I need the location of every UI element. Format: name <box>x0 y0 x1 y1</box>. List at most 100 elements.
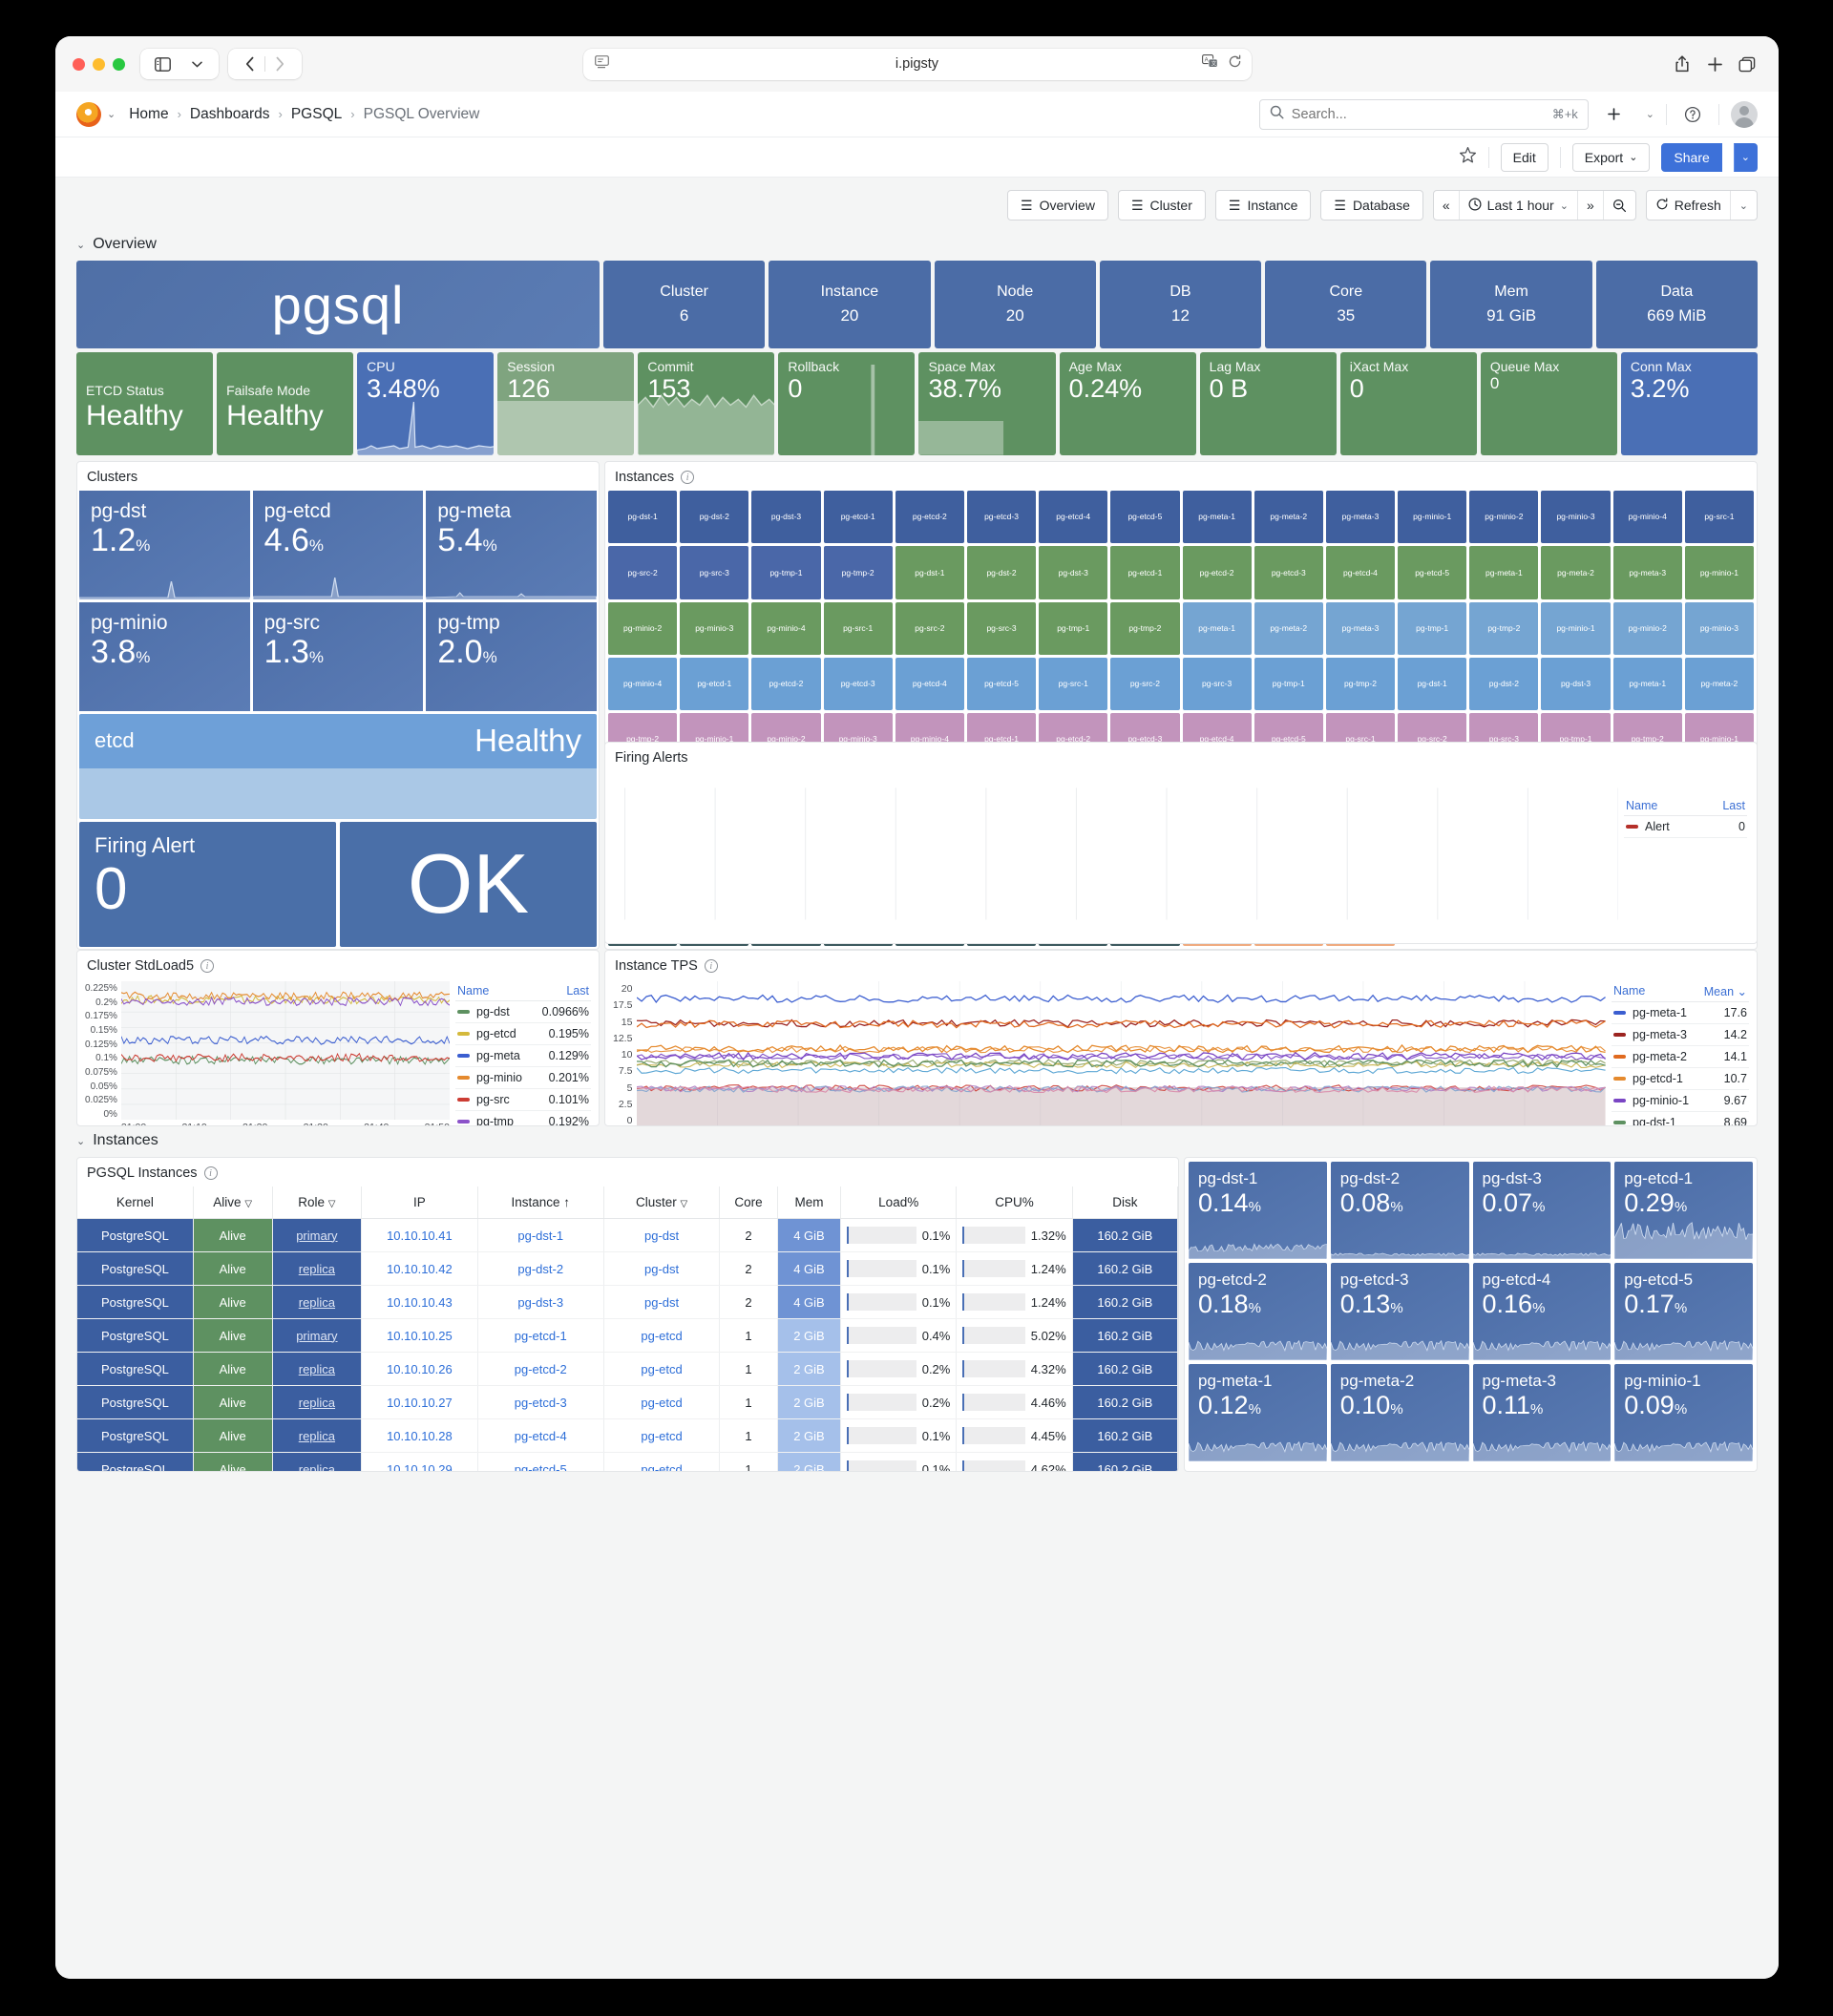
instance-card[interactable]: pg-dst-3 0.07% <box>1473 1162 1612 1259</box>
table-header-role[interactable]: Role ▽ <box>272 1186 362 1219</box>
cell-instance[interactable]: pg-etcd-4 <box>477 1419 603 1453</box>
instance-cell[interactable]: pg-meta-3 <box>1326 491 1395 543</box>
legend-row[interactable]: pg-meta 0.129% <box>455 1045 591 1067</box>
cell-role[interactable]: primary <box>272 1319 362 1353</box>
legend-header-mean[interactable]: Mean ⌄ <box>1704 984 1747 998</box>
breadcrumb-item-home[interactable]: Home <box>129 106 168 123</box>
table-row[interactable]: PostgreSQL Alive replica 10.10.10.27 pg-etcd… <box>77 1386 1178 1419</box>
maximize-window-button[interactable] <box>113 58 125 71</box>
legend-row[interactable]: pg-etcd-1 10.7 <box>1612 1068 1749 1090</box>
filter-icon[interactable]: ▽ <box>680 1199 687 1209</box>
role-link[interactable]: replica <box>299 1429 335 1443</box>
instance-cell[interactable]: pg-tmp-1 <box>1039 602 1107 655</box>
legend-row[interactable]: pg-meta-1 17.6 <box>1612 1002 1749 1024</box>
legend-row[interactable]: pg-dst 0.0966% <box>455 1001 591 1023</box>
firing-alert-tile[interactable]: Firing Alert 0 <box>79 822 336 947</box>
instance-cell[interactable]: pg-meta-1 <box>1613 658 1682 710</box>
stat-age-max[interactable]: Age Max 0.24% <box>1060 352 1196 455</box>
table-header-alive[interactable]: Alive ▽ <box>193 1186 272 1219</box>
instance-card[interactable]: pg-meta-3 0.11% <box>1473 1364 1612 1461</box>
instance-cell[interactable]: pg-minio-1 <box>1398 491 1466 543</box>
instance-cell[interactable]: pg-src-3 <box>967 602 1036 655</box>
role-link[interactable]: replica <box>299 1396 335 1410</box>
role-link[interactable]: replica <box>299 1262 335 1276</box>
legend-header-name[interactable]: Name <box>1613 984 1645 998</box>
etcd-status-tile[interactable]: etcd Healthy <box>79 714 597 819</box>
instance-cell[interactable]: pg-meta-2 <box>1254 491 1323 543</box>
help-icon[interactable] <box>1678 101 1707 128</box>
instance-cell[interactable]: pg-dst-2 <box>1469 658 1538 710</box>
chevron-down-icon[interactable] <box>182 51 211 77</box>
table-header-disk[interactable]: Disk <box>1072 1186 1177 1219</box>
instance-cell[interactable]: pg-meta-1 <box>1183 491 1252 543</box>
stat-session[interactable]: Session 126 <box>497 352 634 455</box>
zoom-out-button[interactable] <box>1604 191 1635 220</box>
legend-row[interactable]: pg-src 0.101% <box>455 1089 591 1111</box>
edit-button[interactable]: Edit <box>1501 143 1549 172</box>
nav-button-database[interactable]: ☰ Database <box>1320 190 1423 220</box>
instance-cell[interactable]: pg-dst-1 <box>1398 658 1466 710</box>
legend-row[interactable]: Alert 0 <box>1624 816 1747 838</box>
stat-rollback[interactable]: Rollback 0 <box>778 352 915 455</box>
instance-cell[interactable]: pg-meta-3 <box>1326 602 1395 655</box>
role-link[interactable]: replica <box>299 1295 335 1310</box>
instance-cell[interactable]: pg-minio-1 <box>1685 546 1754 598</box>
instance-cell[interactable]: pg-src-1 <box>1039 658 1107 710</box>
instance-cell[interactable]: pg-meta-1 <box>1469 546 1538 598</box>
table-header-kernel[interactable]: Kernel <box>77 1186 193 1219</box>
table-row[interactable]: PostgreSQL Alive replica 10.10.10.29 pg-etcd… <box>77 1453 1178 1472</box>
instance-cell[interactable]: pg-tmp-1 <box>751 546 820 598</box>
cell-ip[interactable]: 10.10.10.28 <box>362 1419 477 1453</box>
translate-icon[interactable]: A文 <box>1202 54 1218 74</box>
cell-cluster[interactable]: pg-etcd <box>603 1386 719 1419</box>
instance-cell[interactable]: pg-src-1 <box>1685 491 1754 543</box>
instance-card[interactable]: pg-etcd-4 0.16% <box>1473 1263 1612 1360</box>
info-icon[interactable]: i <box>705 959 718 973</box>
cluster-tile-pg-dst[interactable]: pg-dst 1.2% <box>79 491 250 599</box>
instance-cell[interactable]: pg-tmp-2 <box>824 546 893 598</box>
cell-instance[interactable]: pg-dst-2 <box>477 1252 603 1286</box>
instance-cell[interactable]: pg-minio-2 <box>608 602 677 655</box>
sidebar-toggle-group[interactable] <box>140 49 219 79</box>
new-tab-icon[interactable] <box>1700 51 1729 77</box>
role-link[interactable]: replica <box>299 1362 335 1376</box>
time-range-button[interactable]: Last 1 hour ⌄ <box>1460 191 1578 220</box>
search-field[interactable] <box>1292 107 1545 122</box>
stat-core[interactable]: Core 35 <box>1265 261 1426 348</box>
instance-card[interactable]: pg-etcd-5 0.17% <box>1614 1263 1753 1360</box>
stat-data[interactable]: Data 669 MiB <box>1596 261 1758 348</box>
cell-ip[interactable]: 10.10.10.41 <box>362 1219 477 1252</box>
cell-role[interactable]: replica <box>272 1453 362 1472</box>
time-range-picker[interactable]: « Last 1 hour ⌄ » <box>1433 190 1636 220</box>
cell-cluster[interactable]: pg-etcd <box>603 1319 719 1353</box>
instance-cell[interactable]: pg-src-2 <box>608 546 677 598</box>
legend-row[interactable]: pg-minio 0.201% <box>455 1067 591 1089</box>
table-header-core[interactable]: Core <box>720 1186 778 1219</box>
cell-cluster[interactable]: pg-etcd <box>603 1419 719 1453</box>
instance-cell[interactable]: pg-dst-1 <box>895 546 964 598</box>
stat-commit[interactable]: Commit 153 <box>638 352 774 455</box>
instance-cell[interactable]: pg-etcd-4 <box>895 658 964 710</box>
cell-cluster[interactable]: pg-dst <box>603 1219 719 1252</box>
instance-cell[interactable]: pg-meta-2 <box>1541 546 1610 598</box>
stat-queue-max[interactable]: Queue Max 0 <box>1481 352 1617 455</box>
cell-ip[interactable]: 10.10.10.27 <box>362 1386 477 1419</box>
window-traffic-lights[interactable] <box>73 58 125 71</box>
cell-instance[interactable]: pg-etcd-5 <box>477 1453 603 1472</box>
row-header-overview[interactable]: ⌄ Overview <box>76 230 1758 261</box>
legend-header-name[interactable]: Name <box>457 984 489 998</box>
table-header-cluster[interactable]: Cluster ▽ <box>603 1186 719 1219</box>
minimize-window-button[interactable] <box>93 58 105 71</box>
legend-row[interactable]: pg-minio-1 9.67 <box>1612 1090 1749 1112</box>
table-row[interactable]: PostgreSQL Alive replica 10.10.10.26 pg-etcd… <box>77 1353 1178 1386</box>
instance-cell[interactable]: pg-src-3 <box>1183 658 1252 710</box>
instance-cell[interactable]: pg-minio-1 <box>1541 602 1610 655</box>
cell-cluster[interactable]: pg-etcd <box>603 1353 719 1386</box>
cell-instance[interactable]: pg-dst-3 <box>477 1286 603 1319</box>
legend-row[interactable]: pg-tmp 0.192% <box>455 1111 591 1126</box>
grafana-logo-icon[interactable] <box>76 102 101 127</box>
cell-ip[interactable]: 10.10.10.42 <box>362 1252 477 1286</box>
stat-cpu[interactable]: CPU 3.48% <box>357 352 494 455</box>
instance-card[interactable]: pg-etcd-3 0.13% <box>1331 1263 1469 1360</box>
legend-row[interactable]: pg-etcd 0.195% <box>455 1023 591 1045</box>
